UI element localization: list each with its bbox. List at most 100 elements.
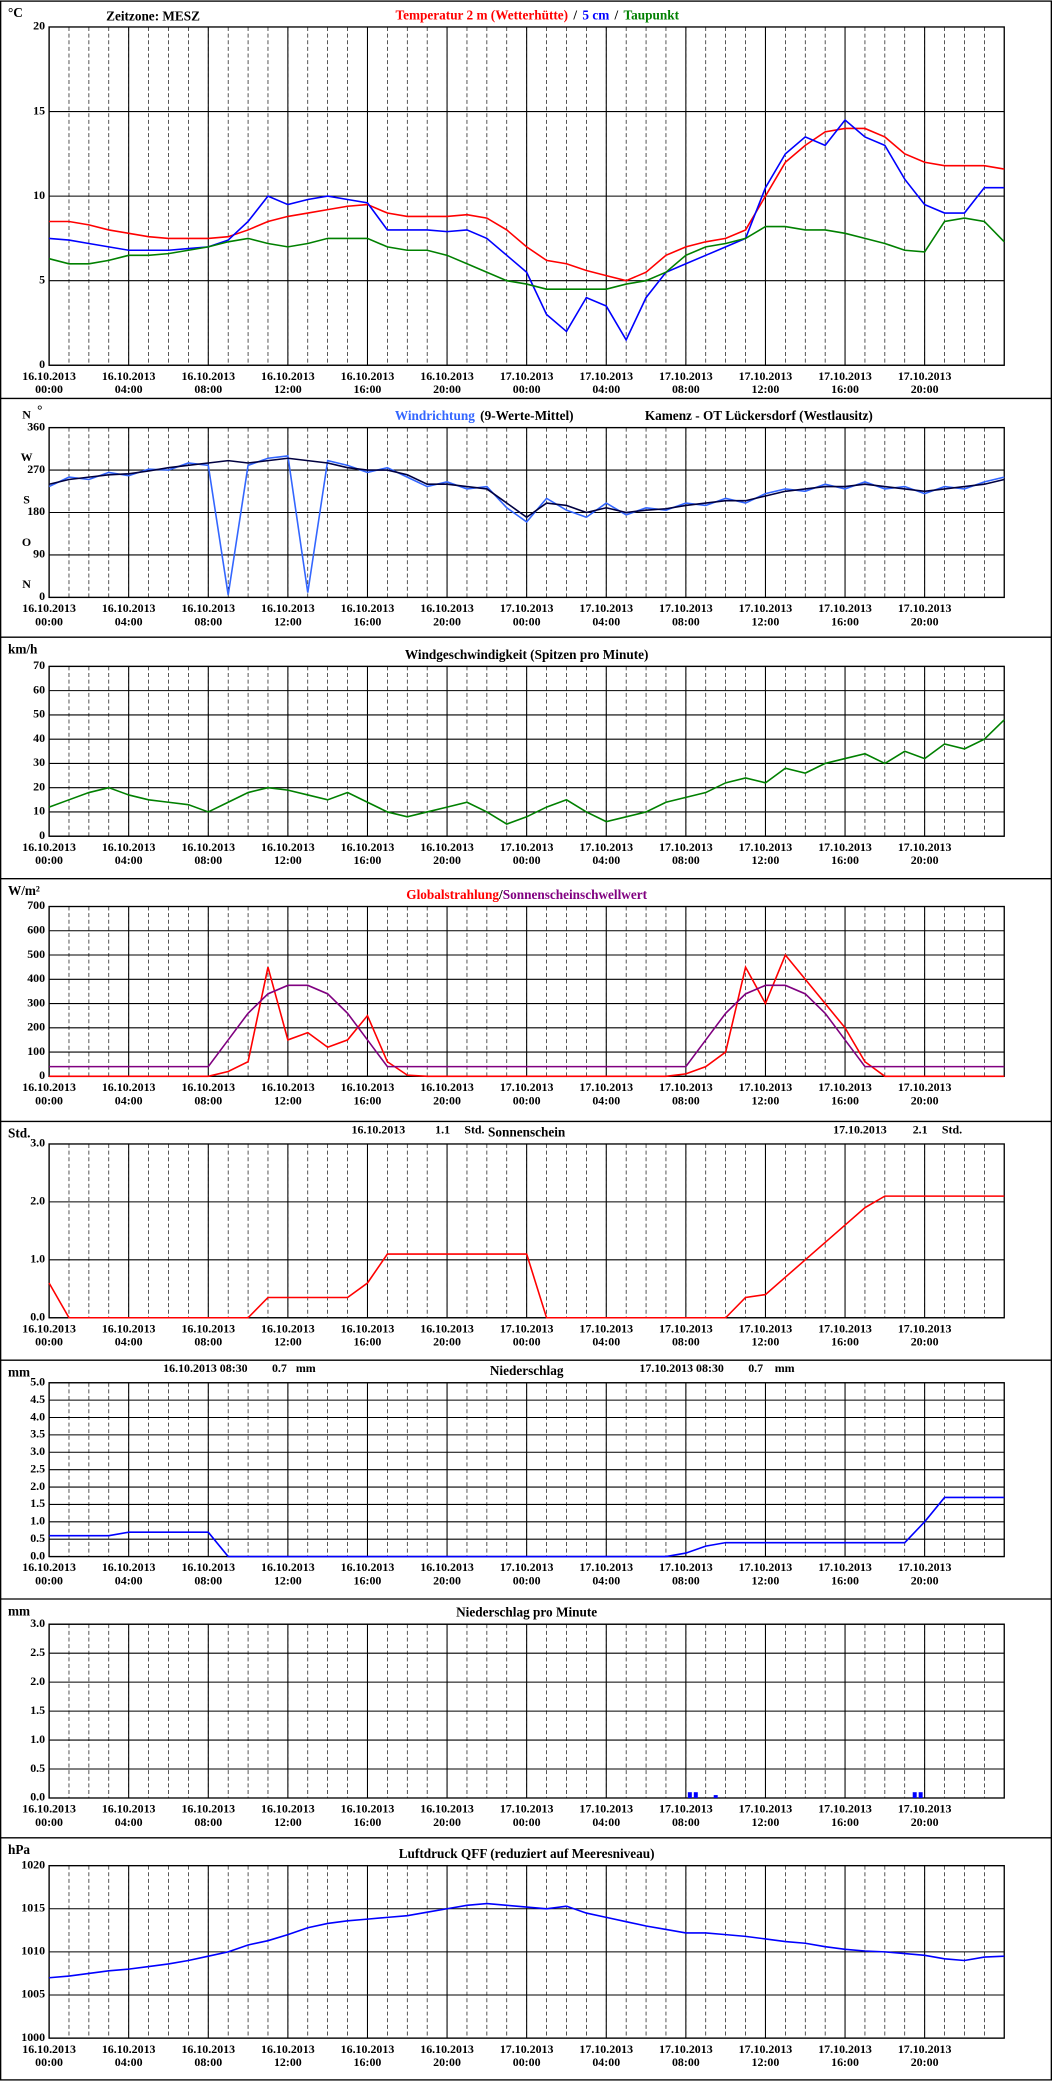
compass-label: N [22, 407, 31, 421]
x-tick-date: 16.10.2013 [420, 1560, 474, 1574]
x-tick-date: 16.10.2013 [420, 840, 474, 854]
annotation-date: 17.10.2013 [833, 1122, 887, 1136]
x-tick-time: 08:00 [672, 382, 700, 396]
x-tick-time: 16:00 [831, 382, 859, 396]
x-tick-date: 16.10.2013 [261, 2042, 315, 2056]
y-tick-label: 3.0 [30, 1616, 45, 1630]
x-tick-date: 16.10.2013 [261, 1321, 315, 1335]
compass-label: S [23, 492, 30, 506]
x-tick-time: 12:00 [752, 1093, 780, 1107]
legend-separator: / [498, 887, 503, 902]
x-tick-date: 16.10.2013 [181, 1321, 235, 1335]
x-tick-date: 16.10.2013 [22, 1080, 76, 1094]
y-tick-label: 2.5 [30, 1645, 45, 1659]
x-tick-time: 08:00 [672, 1093, 700, 1107]
x-tick-time: 04:00 [115, 382, 143, 396]
x-tick-date: 17.10.2013 [898, 1560, 952, 1574]
y-tick-label: 5.0 [30, 1374, 45, 1388]
x-tick-date: 16.10.2013 [102, 1080, 156, 1094]
x-tick-date: 17.10.2013 [739, 1560, 793, 1574]
chart-title: Windgeschwindigkeit (Spitzen pro Minute) [405, 647, 649, 662]
x-tick-time: 16:00 [831, 853, 859, 867]
y-tick-label: 4.5 [30, 1392, 45, 1406]
bar [918, 1792, 923, 1798]
x-tick-time: 16:00 [354, 2055, 382, 2069]
x-tick-date: 17.10.2013 [898, 369, 952, 383]
annotation-unit: mm [775, 1361, 795, 1375]
x-tick-time: 16:00 [354, 853, 382, 867]
x-tick-date: 17.10.2013 [579, 369, 633, 383]
x-tick-date: 17.10.2013 [579, 1560, 633, 1574]
x-tick-time: 08:00 [194, 614, 222, 628]
compass-label: O [22, 535, 31, 549]
x-tick-time: 08:00 [194, 1335, 222, 1349]
x-tick-date: 17.10.2013 [818, 1080, 872, 1094]
x-tick-time: 04:00 [592, 614, 620, 628]
x-tick-date: 16.10.2013 [181, 369, 235, 383]
x-tick-date: 16.10.2013 [22, 1560, 76, 1574]
annotation-value: 1.1 [435, 1122, 450, 1136]
x-tick-date: 17.10.2013 [739, 1802, 793, 1816]
x-tick-date: 16.10.2013 [181, 1802, 235, 1816]
unit-label: mm [8, 1603, 30, 1618]
x-tick-time: 20:00 [911, 614, 939, 628]
chart-title: Sonnenschein [488, 1124, 566, 1139]
x-tick-time: 04:00 [592, 1093, 620, 1107]
x-tick-date: 16.10.2013 [420, 1802, 474, 1816]
y-tick-label: 200 [27, 1020, 45, 1034]
y-tick-label: 4.0 [30, 1409, 45, 1423]
x-tick-date: 16.10.2013 [22, 1802, 76, 1816]
legend-entry: Temperatur 2 m (Wetterhütte) [395, 7, 568, 22]
x-tick-time: 08:00 [672, 1815, 700, 1829]
y-tick-label: 20 [33, 19, 45, 33]
y-tick-label: 3.0 [30, 1136, 45, 1150]
x-tick-date: 17.10.2013 [500, 1080, 554, 1094]
x-tick-date: 17.10.2013 [659, 1080, 713, 1094]
x-tick-date: 16.10.2013 [181, 1560, 235, 1574]
x-tick-time: 12:00 [274, 1573, 302, 1587]
x-tick-date: 17.10.2013 [659, 1560, 713, 1574]
x-tick-time: 12:00 [274, 382, 302, 396]
x-tick-time: 00:00 [513, 2055, 541, 2069]
x-tick-date: 16.10.2013 [261, 1560, 315, 1574]
x-tick-time: 12:00 [752, 853, 780, 867]
x-tick-date: 17.10.2013 [500, 840, 554, 854]
y-tick-label: 0.0 [30, 1548, 45, 1562]
x-tick-date: 16.10.2013 [181, 840, 235, 854]
x-tick-time: 00:00 [513, 1815, 541, 1829]
x-tick-date: 16.10.2013 [261, 1802, 315, 1816]
data-line [48, 719, 1005, 825]
x-tick-date: 16.10.2013 [102, 840, 156, 854]
x-tick-date: 16.10.2013 [341, 1080, 395, 1094]
x-tick-time: 08:00 [672, 1335, 700, 1349]
y-tick-label: 700 [27, 898, 45, 912]
x-tick-date: 17.10.2013 [818, 1802, 872, 1816]
x-tick-time: 04:00 [115, 1573, 143, 1587]
x-tick-date: 16.10.2013 [261, 840, 315, 854]
x-tick-time: 08:00 [672, 614, 700, 628]
x-tick-date: 17.10.2013 [898, 601, 952, 615]
x-tick-date: 16.10.2013 [22, 840, 76, 854]
x-tick-date: 17.10.2013 [898, 840, 952, 854]
x-tick-time: 04:00 [115, 1335, 143, 1349]
legend-entry: Taupunkt [624, 7, 680, 22]
x-tick-date: 16.10.2013 [261, 1080, 315, 1094]
y-tick-label: 3.0 [30, 1444, 45, 1458]
x-tick-date: 17.10.2013 [739, 1321, 793, 1335]
data-line [49, 1496, 1005, 1558]
legend-entry: Windrichtung [395, 408, 475, 423]
y-tick-label: 1015 [21, 1900, 45, 1914]
bar [687, 1792, 692, 1798]
x-tick-date: 17.10.2013 [500, 1802, 554, 1816]
y-tick-label: 2.0 [30, 1479, 45, 1493]
x-tick-date: 16.10.2013 [341, 840, 395, 854]
legend: Temperatur 2 m (Wetterhütte) / 5 cm / Taupun… [395, 7, 679, 22]
x-tick-time: 00:00 [513, 1335, 541, 1349]
compass-label: N [22, 577, 31, 591]
y-tick-label: 1.5 [30, 1496, 45, 1510]
chart-title: Niederschlag [490, 1363, 564, 1378]
x-tick-date: 16.10.2013 [261, 369, 315, 383]
x-tick-time: 00:00 [35, 1093, 63, 1107]
x-tick-time: 16:00 [354, 1573, 382, 1587]
x-tick-time: 20:00 [911, 2055, 939, 2069]
